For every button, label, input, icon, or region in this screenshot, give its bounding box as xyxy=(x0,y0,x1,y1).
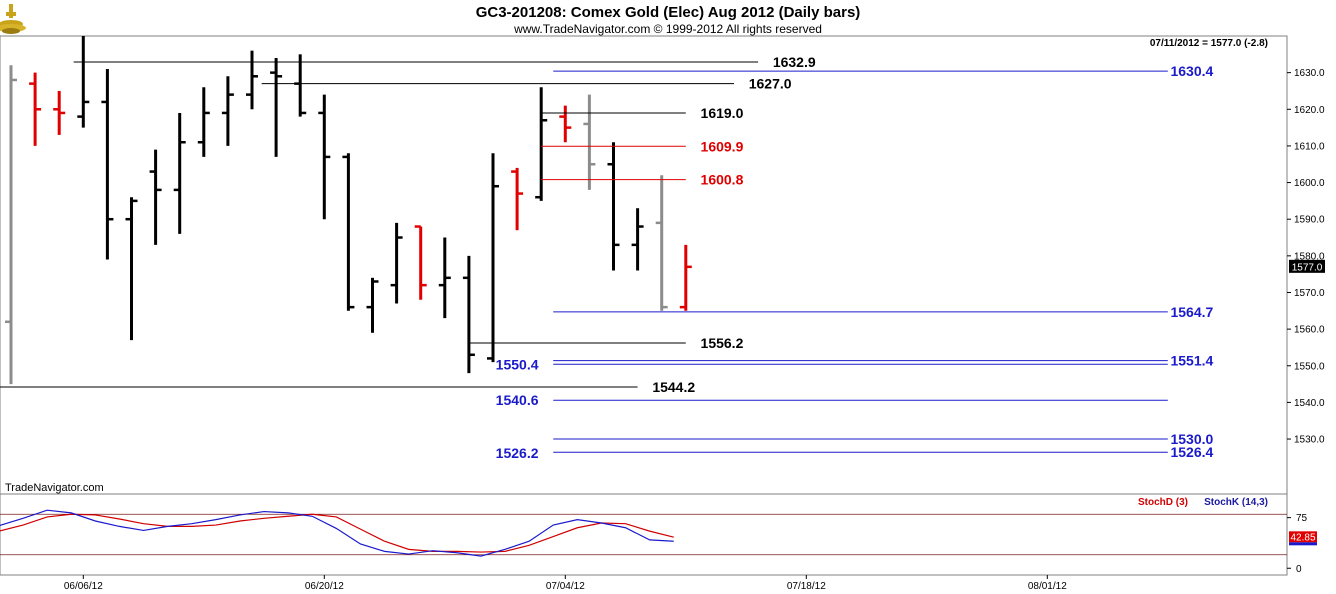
price-tick-label: 1620.0 xyxy=(1294,105,1325,116)
last-price-badge: 1577.0 xyxy=(1289,259,1325,273)
date-tick-label: 06/06/12 xyxy=(64,581,103,592)
ohlc-bar xyxy=(53,90,66,135)
ohlc-bar xyxy=(342,153,355,311)
ohlc-bar xyxy=(246,50,258,110)
ohlc-bar xyxy=(559,105,572,143)
ohlc-bar xyxy=(101,68,114,260)
level-label: 1630.4 xyxy=(1170,63,1213,79)
ohlc-bar xyxy=(270,57,283,157)
price-tick-label: 1590.0 xyxy=(1294,215,1325,226)
ohlc-bar xyxy=(414,225,427,300)
level-label: 1551.4 xyxy=(1170,353,1213,369)
legend-stochd: StochD (3) xyxy=(1138,497,1188,508)
ohlc-bar xyxy=(535,87,548,201)
price-tick-label: 1540.0 xyxy=(1294,398,1325,409)
price-tick-label: 1560.0 xyxy=(1294,325,1325,336)
oscillator-last-badge: 42.85 xyxy=(1289,531,1317,546)
date-tick-label: 07/18/12 xyxy=(787,581,826,592)
copyright-text: www.TradeNavigator.com © 1999-2012 All r… xyxy=(513,22,822,36)
ohlc-bar xyxy=(77,36,90,128)
level-label: 1627.0 xyxy=(749,76,792,92)
date-axis: 06/06/12 06/20/12 07/04/12 07/18/12 08/01/12 xyxy=(64,575,1067,592)
ohlc-bar xyxy=(583,94,596,190)
price-tick-label: 1610.0 xyxy=(1294,141,1325,152)
ohlc-bar xyxy=(173,112,186,234)
date-tick-label: 08/01/12 xyxy=(1028,581,1067,592)
level-label: 1526.4 xyxy=(1170,444,1213,460)
level-label: 1544.2 xyxy=(652,379,695,395)
ohlc-bar xyxy=(679,244,692,311)
ohlc-bar xyxy=(197,87,210,157)
legend-stochk: StochK (14,3) xyxy=(1204,497,1268,508)
ohlc-bar xyxy=(125,197,138,341)
oscillator-axis: 75 0 xyxy=(0,513,1308,575)
ohlc-bar xyxy=(655,175,668,311)
price-tick-label: 1570.0 xyxy=(1294,288,1325,299)
ohlc-bar xyxy=(29,72,42,146)
ohlc-bar xyxy=(487,153,499,363)
level-label: 1550.4 xyxy=(496,356,539,372)
ohlc-bar xyxy=(221,76,234,146)
date-tick-label: 07/04/12 xyxy=(546,581,585,592)
level-label: 1619.0 xyxy=(701,105,744,121)
level-label: 1540.6 xyxy=(496,392,539,408)
level-label: 1556.2 xyxy=(701,335,744,351)
price-tick-label: 1600.0 xyxy=(1294,178,1325,189)
app-logo xyxy=(0,4,26,34)
header-bg xyxy=(0,0,1336,36)
ohlc-bar xyxy=(631,208,644,271)
ohlc-bar xyxy=(390,222,403,304)
price-tick-label: 1550.0 xyxy=(1294,361,1325,372)
date-tick-label: 06/20/12 xyxy=(305,581,344,592)
oscillator-tick-label: 75 xyxy=(1296,513,1308,524)
price-panel xyxy=(0,35,1288,495)
ohlc-bar xyxy=(462,255,475,374)
oscillator-last-value: 42.85 xyxy=(1290,532,1315,543)
ohlc-bar xyxy=(366,277,379,333)
ohlc-bar xyxy=(607,142,620,271)
level-label: 1632.9 xyxy=(773,54,816,70)
last-price-value: 1577.0 xyxy=(1292,262,1323,273)
oscillator-panel xyxy=(0,493,1288,576)
ohlc-bar xyxy=(149,149,162,245)
ohlc-bar xyxy=(5,65,17,385)
watermark: TradeNavigator.com xyxy=(5,482,104,494)
level-label: 1530.0 xyxy=(1170,431,1213,447)
ohlc-bar xyxy=(511,167,524,231)
oscillator-tick-label: 0 xyxy=(1296,564,1302,575)
stochd-line xyxy=(0,513,674,553)
ohlc-bar xyxy=(438,237,451,319)
price-tick-label: 1530.0 xyxy=(1294,435,1325,446)
price-bars xyxy=(5,36,692,385)
price-tick-label: 1630.0 xyxy=(1294,68,1325,79)
chart-title: GC3-201208: Comex Gold (Elec) Aug 2012 (… xyxy=(476,4,861,21)
last-price-info: 07/11/2012 = 1577.0 (-2.8) xyxy=(1150,38,1268,49)
oscillator-lines xyxy=(0,509,674,557)
price-tick-label: 1580.0 xyxy=(1294,251,1325,262)
ohlc-bar xyxy=(318,94,331,220)
level-label: 1526.2 xyxy=(496,445,539,461)
level-label: 1609.9 xyxy=(701,138,744,154)
level-label: 1600.8 xyxy=(701,172,744,188)
level-label: 1564.7 xyxy=(1170,304,1213,320)
price-levels: 1632.9 1627.0 1619.0 1609.9 1600.8 1556.2 1544… xyxy=(0,54,1214,461)
stochk-line xyxy=(0,509,674,557)
price-axis: 1530.0 1540.0 1550.0 1560.0 1570.0 1580.0 1590… xyxy=(1287,68,1325,446)
